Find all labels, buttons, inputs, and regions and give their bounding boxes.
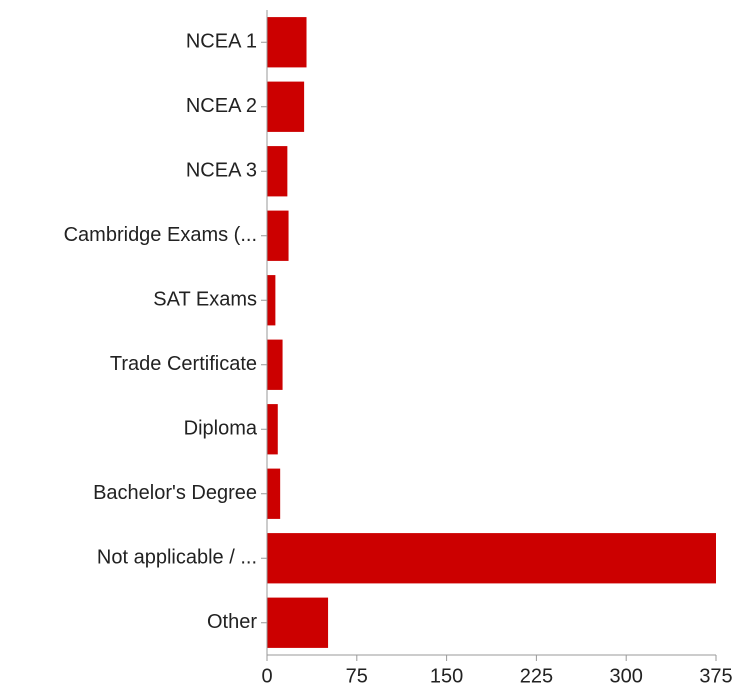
x-tick-label: 300 xyxy=(610,665,643,687)
y-tick-label: NCEA 3 xyxy=(186,160,257,182)
bar xyxy=(267,146,288,197)
x-tick-label: 375 xyxy=(699,665,732,687)
x-tick-label: 0 xyxy=(261,665,272,687)
bar xyxy=(267,339,283,390)
x-tick-label: 75 xyxy=(346,665,368,687)
bar xyxy=(267,468,281,519)
y-tick-label: Trade Certificate xyxy=(110,353,257,375)
bar xyxy=(267,533,716,584)
bar xyxy=(267,275,276,326)
bar xyxy=(267,210,289,261)
x-tick-label: 225 xyxy=(520,665,553,687)
y-tick-label: Bachelor's Degree xyxy=(93,482,257,504)
y-tick-label: Not applicable / ... xyxy=(97,547,257,569)
y-tick-label: NCEA 2 xyxy=(186,95,257,117)
y-tick-label: Diploma xyxy=(184,418,258,440)
y-tick-label: Cambridge Exams (... xyxy=(64,224,257,246)
y-tick-label: NCEA 1 xyxy=(186,31,257,53)
x-tick-label: 150 xyxy=(430,665,463,687)
y-tick-label: SAT Exams xyxy=(153,289,257,311)
bar xyxy=(267,404,278,455)
y-tick-label: Other xyxy=(207,611,257,633)
bar xyxy=(267,81,305,132)
bar xyxy=(267,597,329,648)
bar xyxy=(267,17,307,68)
